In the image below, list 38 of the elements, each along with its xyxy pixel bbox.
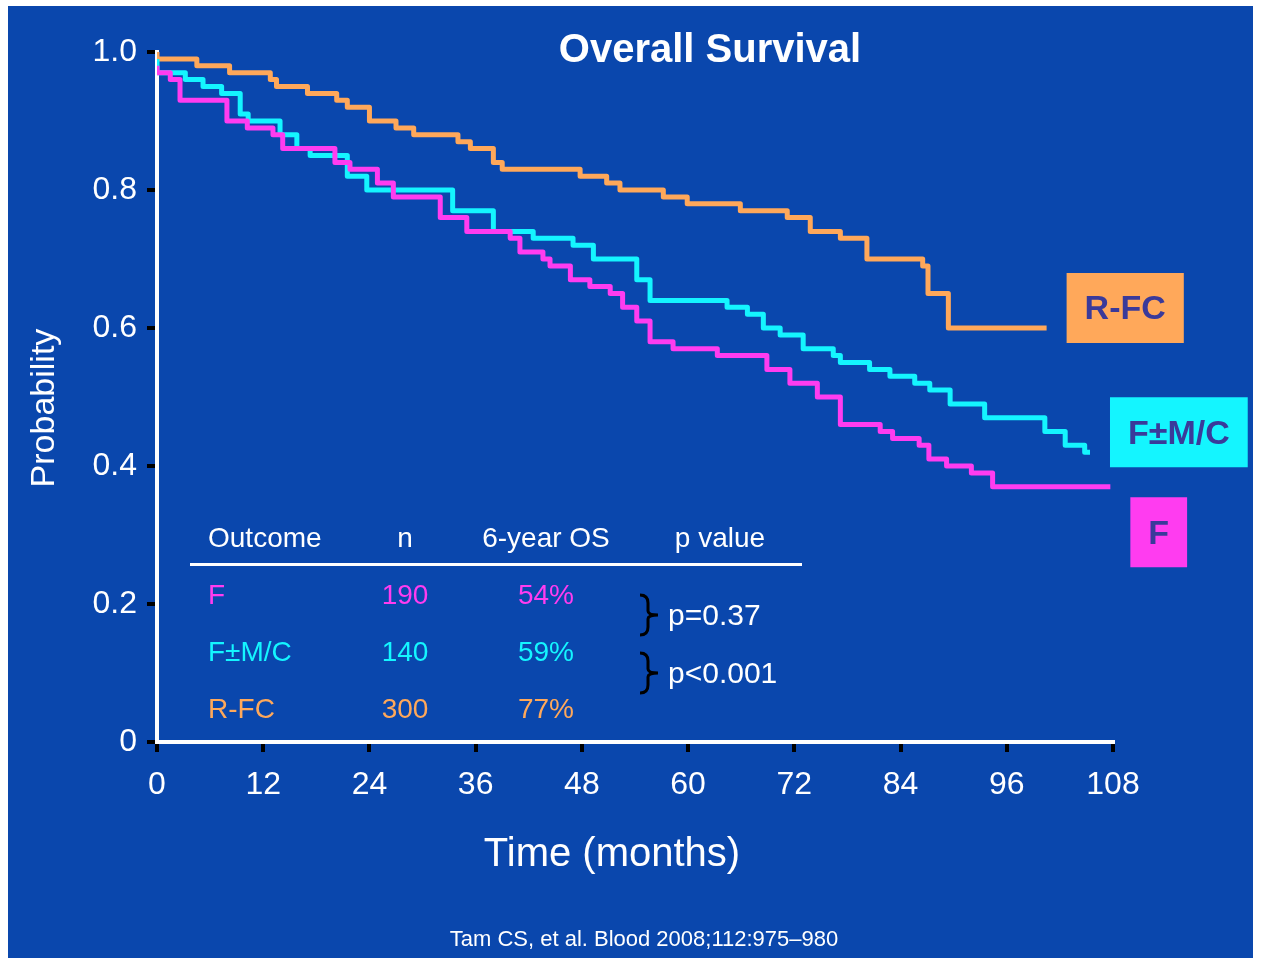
x-axis-title: Time (months) [483,830,741,874]
annotation: 300 [381,693,429,724]
annotation: Outcome [208,522,322,553]
annotation: n [397,522,413,553]
y-axis-title: Probability [23,328,61,488]
chart-title: Overall Survival [558,26,862,70]
annotation: p<0.001 [668,656,778,689]
y-tick-label: 0.4 [92,445,137,482]
x-tick-label: 60 [670,765,706,802]
y-tick-label: 0.8 [92,169,137,206]
series-label: F±M/C [1127,412,1230,451]
series-label: F [1148,512,1170,551]
x-tick-label: 48 [564,765,600,802]
series-label: R-FC [1084,288,1166,327]
text: Tam CS, et al. Blood 2008;112:975–980 [449,926,839,951]
x-tick-label: 108 [1086,765,1140,802]
x-tick-label: 0 [148,765,166,802]
annotation: 77% [517,693,575,724]
x-tick-label: 12 [245,765,282,802]
annotation: 190 [381,579,429,610]
x-tick-label: 72 [776,765,813,802]
x-tick-label: 84 [882,765,919,802]
x-tick-label: 24 [351,765,388,802]
annotation: R-FC [208,693,275,724]
x-tick-label: 36 [457,765,494,802]
annotation: p value [674,522,766,553]
y-tick-label: 0 [119,721,137,758]
y-tick-label: 1.0 [92,31,137,68]
y-tick-label: 0.6 [92,307,137,344]
annotation: 140 [381,636,429,667]
annotation: p=0.37 [668,598,761,631]
annotation: 59% [517,636,575,667]
annotation: F [208,579,226,610]
annotation: 6-year OS [482,522,610,553]
annotation: 54% [517,579,575,610]
x-tick-label: 96 [988,765,1025,802]
annotation: F±M/C [208,636,292,667]
y-tick-label: 0.2 [92,583,137,620]
